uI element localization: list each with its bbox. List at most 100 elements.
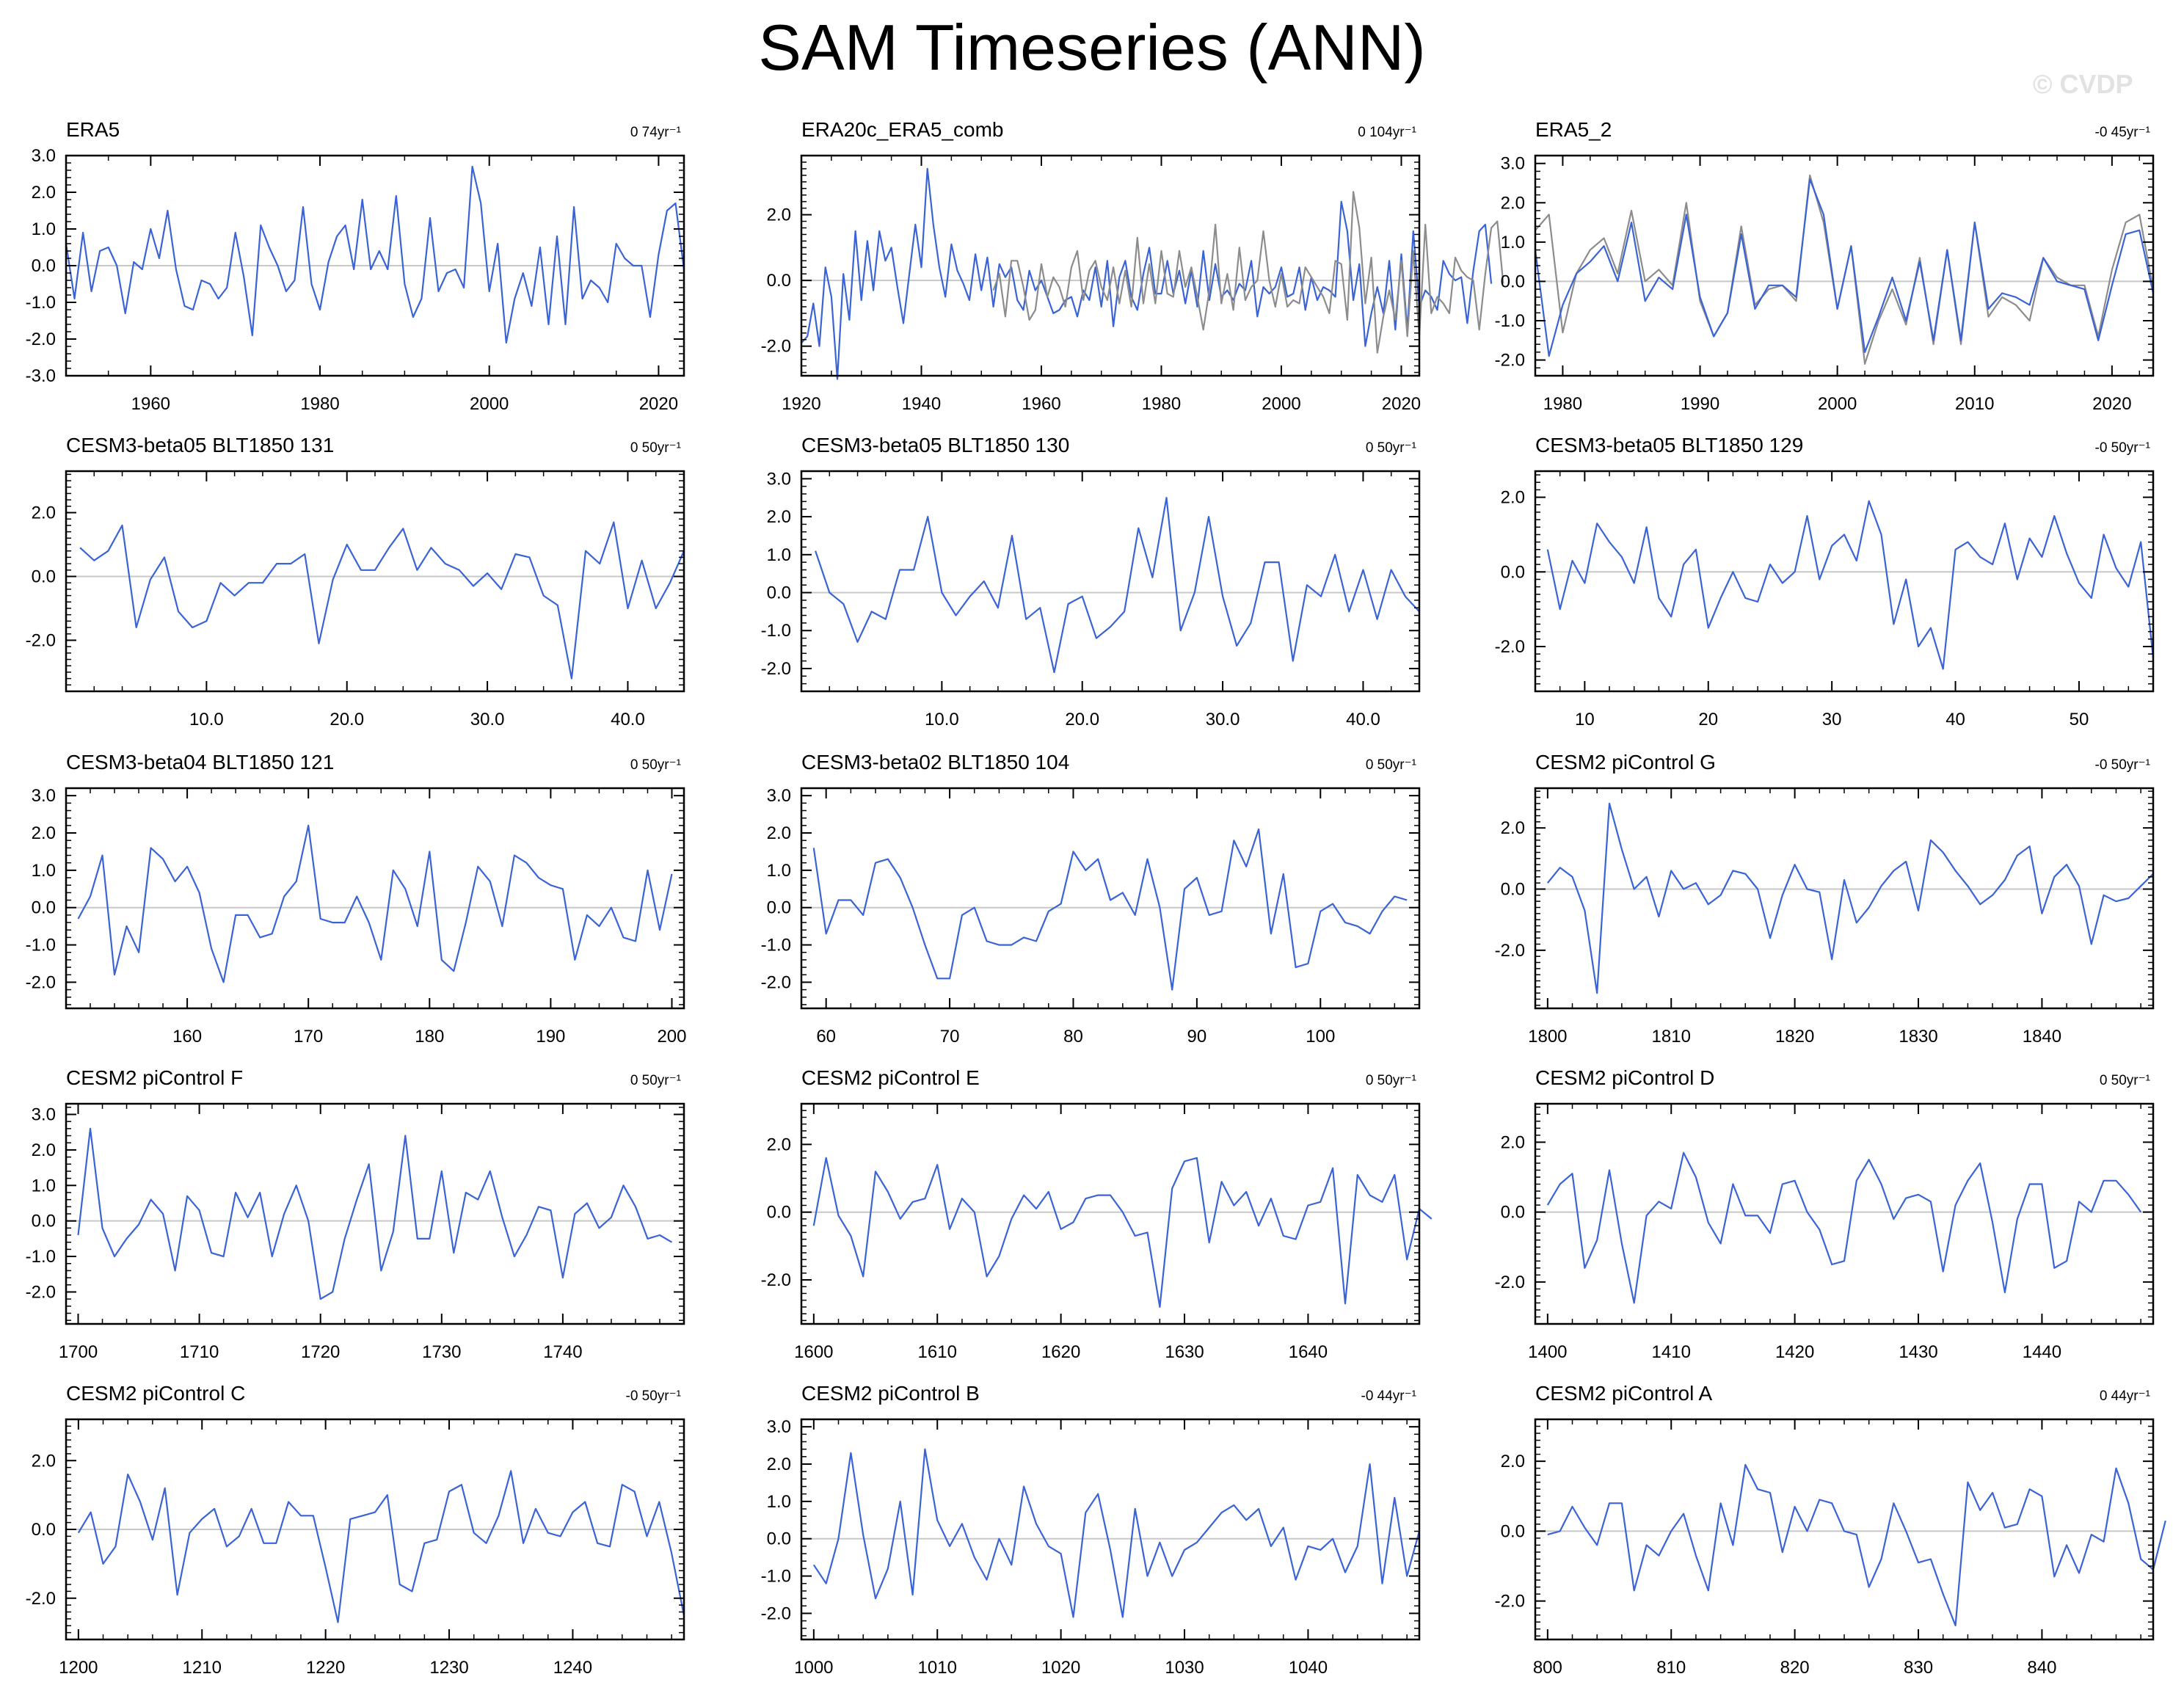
y-tick-label: 0.0 xyxy=(32,256,56,276)
x-tick-label: 1720 xyxy=(301,1342,340,1362)
trend-label: 0 50yr⁻¹ xyxy=(630,1073,681,1088)
panel-title: CESM3-beta05 BLT1850 129 xyxy=(1535,434,1803,456)
chart-panel: 10.0 20.0 30.0 40.0 -2.0 -1.0 0.0 1.0 2.0 3.0 CESM… xyxy=(761,434,1421,729)
y-tick-label: 3.0 xyxy=(32,146,56,166)
panel-title: ERA5 xyxy=(66,118,120,141)
x-tick-label: 2000 xyxy=(1818,394,1857,414)
y-tick-label: 2.0 xyxy=(1501,488,1525,508)
x-tick-label: 2020 xyxy=(639,394,678,414)
x-tick-label: 1220 xyxy=(306,1658,345,1678)
x-tick-label: 1830 xyxy=(1899,1027,1937,1047)
y-tick-label: 1.0 xyxy=(32,1176,56,1195)
series-line-2 xyxy=(1534,178,2155,357)
panel-title: ERA5_2 xyxy=(1535,118,1612,141)
chart-panel: 1400 1410 1420 1430 1440 -2.0 0.0 2.0 CESM2 piCo… xyxy=(1495,1066,2155,1362)
y-tick-label: 1.0 xyxy=(767,545,791,565)
series-line-1 xyxy=(65,165,685,344)
y-tick-label: -2.0 xyxy=(1495,941,1525,961)
plot-frame xyxy=(65,787,685,1010)
series-line-1 xyxy=(77,1470,685,1623)
chart-panel: 800 810 820 830 840 -2.0 0.0 2.0 CESM2 piControl… xyxy=(1495,1382,2166,1678)
plot-frame xyxy=(1534,1102,2155,1325)
y-tick-label: 0.0 xyxy=(1501,1203,1525,1223)
x-tick-label: 830 xyxy=(1904,1658,1933,1678)
x-tick-label: 1010 xyxy=(918,1658,957,1678)
y-tick-label: 1.0 xyxy=(767,861,791,881)
panel-title: CESM2 piControl G xyxy=(1535,751,1716,774)
x-tick-label: 2000 xyxy=(1262,394,1300,414)
y-tick-label: 1.0 xyxy=(1501,233,1525,252)
x-tick-label: 170 xyxy=(294,1027,323,1047)
series-line-1 xyxy=(1546,802,2154,994)
x-tick-label: 1600 xyxy=(794,1342,833,1362)
plot-frame xyxy=(1534,154,2155,377)
x-tick-label: 1940 xyxy=(902,394,941,414)
panel-title: CESM2 piControl D xyxy=(1535,1066,1714,1089)
page-title: SAM Timeseries (ANN) xyxy=(758,11,1426,84)
x-tick-label: 1980 xyxy=(300,394,339,414)
y-tick-label: 2.0 xyxy=(1501,818,1525,838)
y-tick-label: 0.0 xyxy=(32,567,56,586)
series-line-1 xyxy=(77,1127,673,1300)
x-tick-label: 1980 xyxy=(1543,394,1582,414)
x-tick-label: 1640 xyxy=(1289,1342,1328,1362)
x-tick-label: 80 xyxy=(1063,1027,1083,1047)
watermark: © CVDP xyxy=(2033,69,2133,99)
plot-frame xyxy=(800,154,1421,377)
y-tick-label: -2.0 xyxy=(1495,1273,1525,1292)
x-tick-label: 1440 xyxy=(2023,1342,2061,1362)
y-tick-label: -2.0 xyxy=(761,1270,791,1290)
x-tick-label: 1400 xyxy=(1528,1342,1567,1362)
y-tick-label: 2.0 xyxy=(32,1451,56,1471)
chart-panel: 1800 1810 1820 1830 1840 -2.0 0.0 2.0 CESM2 piCo… xyxy=(1495,751,2155,1047)
y-tick-label: 0.0 xyxy=(767,1529,791,1549)
chart-panel: 1000 1010 1020 1030 1040 -2.0 -1.0 0.0 1.0 2.0 3.0… xyxy=(761,1382,1421,1678)
y-tick-label: 2.0 xyxy=(1501,1132,1525,1152)
y-tick-label: 2.0 xyxy=(32,823,56,843)
panel-title: CESM3-beta05 BLT1850 131 xyxy=(66,434,334,456)
x-tick-label: 1240 xyxy=(553,1658,592,1678)
y-tick-label: 2.0 xyxy=(32,503,56,523)
y-tick-label: -2.0 xyxy=(761,972,791,992)
y-tick-label: -1.0 xyxy=(761,621,791,641)
y-tick-label: 2.0 xyxy=(767,1135,791,1154)
x-tick-label: 1960 xyxy=(1022,394,1060,414)
plot-frame xyxy=(1534,470,2155,693)
y-tick-label: 0.0 xyxy=(767,1203,791,1223)
x-tick-label: 1610 xyxy=(918,1342,957,1362)
trend-label: 0 50yr⁻¹ xyxy=(1366,1073,1416,1088)
x-tick-label: 40 xyxy=(1945,710,1965,729)
x-tick-label: 30 xyxy=(1822,710,1842,729)
x-tick-label: 1990 xyxy=(1681,394,1719,414)
trend-label: 0 50yr⁻¹ xyxy=(1366,757,1416,773)
x-tick-label: 800 xyxy=(1533,1658,1562,1678)
y-tick-label: 0.0 xyxy=(767,271,791,291)
y-tick-label: -2.0 xyxy=(1495,351,1525,371)
x-tick-label: 20 xyxy=(1698,710,1718,729)
series-line-1 xyxy=(1547,1463,2166,1627)
y-tick-label: -2.0 xyxy=(26,630,56,650)
panel-title: CESM2 piControl A xyxy=(1535,1382,1713,1405)
y-tick-label: 0.0 xyxy=(767,898,791,918)
y-tick-label: -2.0 xyxy=(26,1589,56,1609)
trend-label: -0 50yr⁻¹ xyxy=(2095,757,2151,773)
x-tick-label: 1200 xyxy=(59,1658,98,1678)
x-tick-label: 40.0 xyxy=(611,710,645,729)
x-tick-label: 1840 xyxy=(2023,1027,2061,1047)
chart-panel: 10.0 20.0 30.0 40.0 -2.0 0.0 2.0 CESM3-beta05 B… xyxy=(26,434,685,729)
y-tick-label: -1.0 xyxy=(1495,311,1525,331)
y-tick-label: 0.0 xyxy=(1501,272,1525,291)
y-tick-label: 3.0 xyxy=(767,1417,791,1437)
chart-panel: 1700 1710 1720 1730 1740 -2.0 -1.0 0.0 1.0 2.0 3.0… xyxy=(26,1066,685,1362)
series-line-1 xyxy=(812,1448,1421,1618)
y-tick-label: 0.0 xyxy=(32,898,56,918)
y-tick-label: 2.0 xyxy=(1501,1452,1525,1471)
panel-title: CESM3-beta02 BLT1850 104 xyxy=(801,751,1069,774)
y-tick-label: -2.0 xyxy=(26,1282,56,1302)
x-tick-label: 1960 xyxy=(131,394,170,414)
chart-panel: 1200 1210 1220 1230 1240 -2.0 0.0 2.0 CESM2 piCo… xyxy=(26,1382,685,1678)
x-tick-label: 1980 xyxy=(1142,394,1181,414)
y-tick-label: 2.0 xyxy=(767,823,791,843)
plot-frame xyxy=(800,787,1421,1010)
